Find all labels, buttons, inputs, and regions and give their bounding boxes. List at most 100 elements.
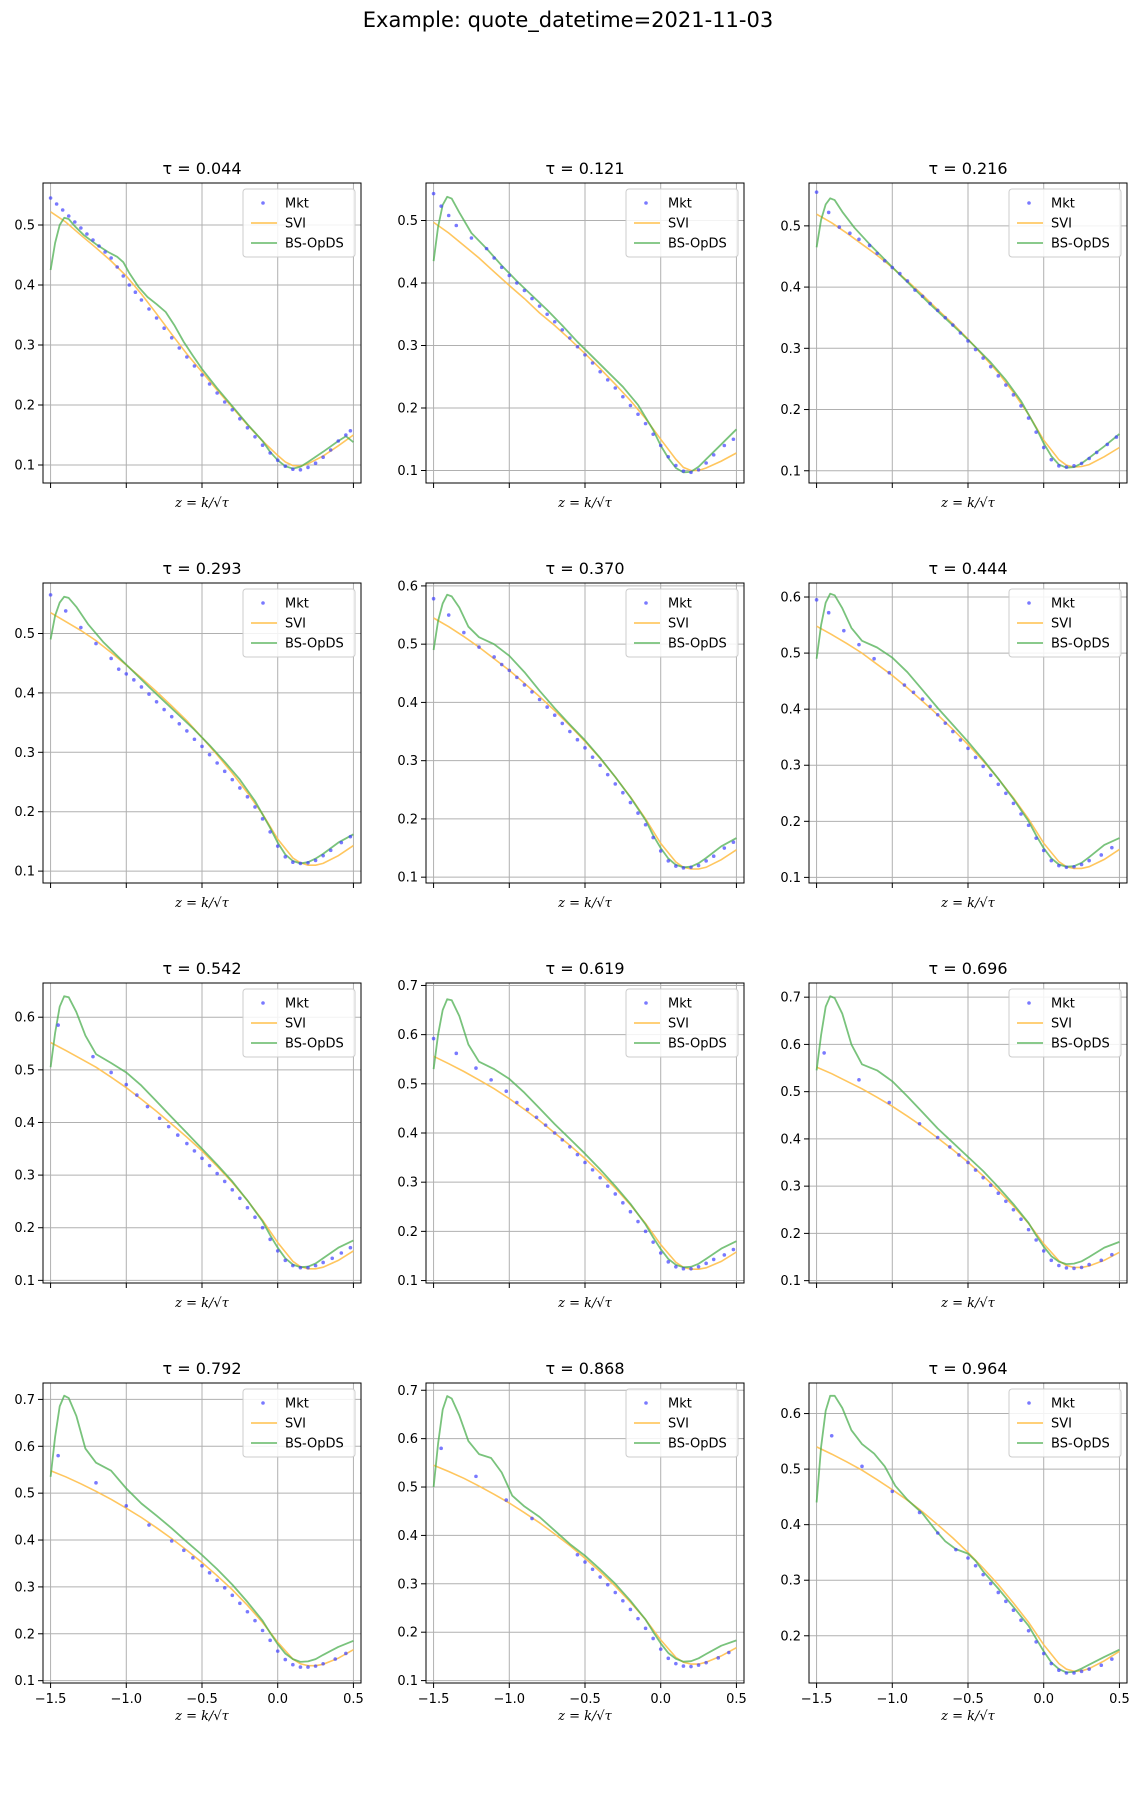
mkt-point	[245, 1205, 250, 1210]
mkt-point	[333, 1657, 338, 1661]
legend-mkt-label: Mkt	[285, 1397, 309, 1412]
axes-frame	[425, 582, 745, 884]
y-tick-label: 0.6	[14, 1011, 35, 1026]
legend-svi-label: SVI	[668, 1017, 689, 1032]
legend-svi-label: SVI	[668, 217, 689, 232]
mkt-point	[1099, 853, 1104, 857]
mkt-point	[275, 1249, 280, 1253]
legend-mkt-marker	[644, 1001, 648, 1005]
y-tick-label: 0.1	[397, 1674, 418, 1689]
mkt-point	[439, 204, 443, 208]
mkt-point	[253, 1215, 257, 1220]
mkt-point	[534, 1115, 539, 1120]
mkt-point	[1099, 1258, 1104, 1263]
mkt-point	[857, 1078, 861, 1082]
legend-mkt-label: Mkt	[1051, 997, 1075, 1012]
mkt-point	[1019, 812, 1023, 816]
mkt-point	[1041, 1249, 1046, 1253]
svi-line	[50, 1041, 354, 1270]
mkt-point	[837, 225, 842, 229]
mkt-point	[268, 1237, 272, 1242]
mkt-point	[344, 1651, 348, 1656]
mkt-point	[605, 378, 610, 382]
mkt-point	[1034, 1238, 1038, 1242]
mkt-point	[321, 853, 325, 858]
mkt-point	[681, 1266, 686, 1271]
mkt-point	[613, 1590, 618, 1595]
mkt-point	[552, 1131, 557, 1135]
mkt-point	[1034, 836, 1038, 840]
mkt-point	[1049, 1661, 1054, 1666]
mkt-point	[132, 678, 136, 682]
bs-opds-line	[49, 1394, 354, 1663]
legend-mkt-marker	[1027, 1001, 1031, 1005]
x-tick-label: −0.5	[186, 1692, 218, 1707]
subplot-title: τ = 0.044	[162, 159, 241, 178]
mkt-point	[515, 675, 519, 680]
mkt-point	[298, 468, 303, 472]
mkt-point	[1057, 863, 1061, 868]
x-tick-label: −1.0	[110, 1692, 142, 1707]
legend-mkt-label: Mkt	[1051, 197, 1075, 212]
subplot-1: 0.1 0.2 0.3 0.4 0.5 τ = 0.044 z = k/√τ Mkt SVI BS…	[14, 159, 362, 511]
legend-opds-label: BS-OpDS	[668, 637, 727, 652]
legend-opds-label: BS-OpDS	[285, 1437, 344, 1452]
legend-svi-label: SVI	[1051, 1417, 1072, 1432]
mkt-point	[499, 662, 504, 667]
legend-box	[242, 188, 356, 258]
legend-box	[625, 1388, 739, 1458]
mkt-point	[91, 238, 95, 242]
mkt-point	[1099, 1663, 1104, 1668]
mkt-point	[79, 226, 83, 230]
mkt-point	[177, 721, 182, 726]
subplot-5: 0.1 0.2 0.3 0.4 0.5 0.6 τ = 0.370 z = k/√τ Mkt SV…	[397, 559, 745, 911]
mkt-point	[1026, 823, 1031, 828]
y-tick-label: 0.3	[14, 746, 35, 761]
legend: Mkt SVI BS-OpDS	[1008, 588, 1122, 658]
mkt-point	[499, 265, 504, 270]
legend-box	[625, 188, 739, 258]
mkt-point	[958, 331, 963, 335]
legend-svi-label: SVI	[668, 1417, 689, 1432]
y-tick-label: 0.4	[397, 696, 418, 711]
legend: Mkt SVI BS-OpDS	[625, 588, 739, 658]
mkt-point	[704, 1261, 708, 1266]
mkt-point	[605, 772, 610, 777]
mkt-point	[313, 1664, 318, 1668]
mkt-point	[477, 645, 481, 649]
legend-svi-label: SVI	[285, 1017, 306, 1032]
mkt-point	[696, 1264, 701, 1269]
mkt-point	[60, 208, 65, 212]
bs-opds-line	[432, 195, 738, 474]
mkt-point	[127, 283, 132, 287]
mkt-point	[814, 598, 819, 602]
y-tick-label: 0.1	[14, 459, 35, 474]
mkt-point	[636, 1219, 640, 1224]
mkt-point	[268, 830, 272, 834]
legend-box	[242, 1388, 356, 1458]
mkt-point	[636, 811, 640, 815]
mkt-point	[552, 713, 557, 718]
mkt-point	[704, 859, 708, 863]
mkt-point	[253, 1618, 257, 1623]
legend-mkt-marker	[644, 601, 648, 605]
y-tick-label: 0.3	[397, 1577, 418, 1592]
mkt-point	[857, 642, 861, 647]
mkt-point	[973, 755, 978, 760]
x-tick-label: −1.5	[35, 1692, 67, 1707]
mkt-point	[91, 1054, 95, 1059]
x-axis-label: z = k/√τ	[174, 1709, 230, 1724]
mkt-point	[951, 729, 955, 734]
mkt-point	[711, 453, 716, 457]
x-tick-label: 0.5	[1109, 1692, 1130, 1707]
subplot-title: τ = 0.542	[162, 959, 241, 978]
subplot-title: τ = 0.370	[545, 559, 624, 578]
bs-opds-line	[49, 995, 354, 1269]
y-tick-label: 0.3	[397, 339, 418, 354]
mkt-point	[905, 279, 910, 283]
mkt-point	[162, 707, 166, 712]
mkt-point	[935, 308, 940, 313]
mkt-point	[492, 256, 496, 260]
mkt-point	[1004, 1199, 1008, 1204]
axes-frame	[42, 582, 362, 884]
